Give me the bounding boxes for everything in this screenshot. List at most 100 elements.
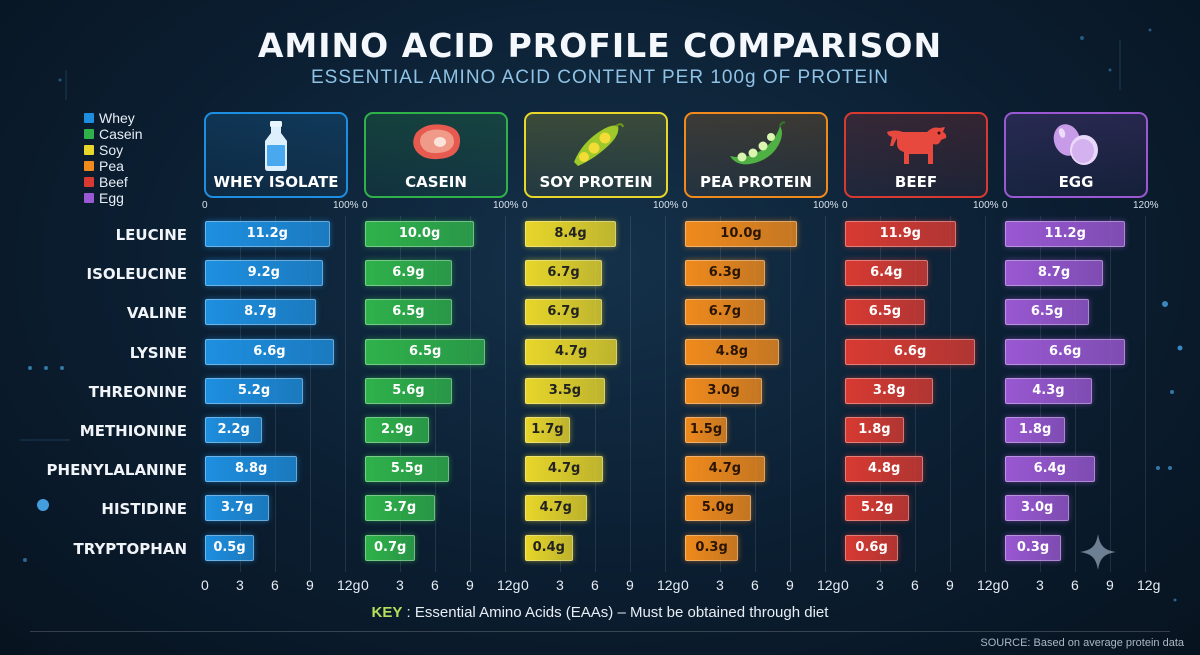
x-tick-label: 0 <box>681 577 689 593</box>
x-tick-label: 9 <box>466 577 474 593</box>
bar-pea-protein-threonine <box>685 377 762 404</box>
bar-value-label: 0.3g <box>695 539 728 555</box>
bar-whey-isolate-phenylalanine <box>205 456 298 483</box>
row-label-tryptophan: TRYPTOPHAN <box>73 539 187 558</box>
x-tick-label: 0 <box>201 577 209 593</box>
scale-min-label: 0 <box>682 200 688 211</box>
steak-icon <box>366 120 506 168</box>
x-tick-label: 0 <box>521 577 529 593</box>
bar-casein-methionine <box>365 417 430 443</box>
bar-pea-protein-isoleucine <box>685 260 765 287</box>
legend-swatch <box>84 177 94 187</box>
scale-max-label: 100% <box>333 200 359 211</box>
bar-beef-threonine <box>845 377 934 404</box>
x-tick-label: 0 <box>1001 577 1009 593</box>
key-label: KEY <box>371 604 403 621</box>
bar-value-label: 10.0g <box>398 226 441 241</box>
row-label-isoleucine: ISOLEUCINE <box>86 265 187 284</box>
legend-label: Pea <box>99 158 124 174</box>
bar-beef-leucine <box>845 221 956 247</box>
bar-value-label: 6.5g <box>409 343 442 359</box>
bar-value-label: 4.7g <box>548 461 581 477</box>
bar-beef-lysine <box>845 338 976 365</box>
key-note: KEY : Essential Amino Acids (EAAs) – Mus… <box>0 604 1200 621</box>
divider <box>30 631 1170 632</box>
bar-value-label: 4.8g <box>868 461 901 477</box>
bar-beef-valine <box>845 299 925 326</box>
bar-value-label: 3.0g <box>1021 500 1054 516</box>
soybean-icon <box>526 120 666 172</box>
bar-value-label: 6.7g <box>547 265 580 281</box>
legend-label: Whey <box>99 110 135 126</box>
bar-pea-protein-leucine <box>685 221 797 247</box>
x-tick-label: 3 <box>396 577 404 593</box>
bar-value-label: 0.5g <box>213 539 246 555</box>
bar-beef-tryptophan <box>845 534 899 561</box>
legend-swatch <box>84 193 94 203</box>
panel-title: EGG <box>1058 173 1094 191</box>
bar-value-label: 4.7g <box>708 461 742 477</box>
bar-pea-protein-phenylalanine <box>685 456 765 483</box>
gridline <box>1145 216 1146 572</box>
x-tick-label: 12g <box>817 577 841 593</box>
x-tick-label: 12g <box>1137 577 1161 593</box>
scale-min-label: 0 <box>522 200 528 211</box>
bar-beef-histidine <box>845 495 910 522</box>
eggs-icon <box>1006 120 1146 172</box>
x-tick-label: 12g <box>657 577 681 593</box>
bar-casein-isoleucine <box>365 260 452 287</box>
chart-subtitle: ESSENTIAL AMINO ACID CONTENT PER 100g OF… <box>310 67 889 88</box>
bar-value-label: 0.4g <box>532 539 565 555</box>
x-tick-label: 12g <box>977 577 1001 593</box>
milk-bottle-icon <box>206 120 346 176</box>
row-label-methionine: METHIONINE <box>79 422 187 440</box>
x-tick-label: 6 <box>431 577 439 593</box>
gridline <box>470 216 471 572</box>
scale-max-label: 100% <box>493 200 519 211</box>
bar-value-label: 6.7g <box>547 304 580 320</box>
x-tick-label: 9 <box>786 577 794 593</box>
bar-pea-protein-valine <box>685 299 765 326</box>
source-note: SOURCE: Based on average protein data <box>980 637 1184 649</box>
bar-casein-valine <box>365 299 452 326</box>
bar-value-label: 5.0g <box>701 500 735 516</box>
bar-whey-isolate-tryptophan <box>205 534 254 561</box>
x-tick-label: 9 <box>946 577 954 593</box>
scale-max-label: 120% <box>1133 200 1159 211</box>
bar-egg-phenylalanine <box>1005 456 1095 483</box>
bar-value-label: 6.7g <box>708 304 742 320</box>
row-label-threonine: THREONINE <box>88 382 187 401</box>
x-tick-label: 3 <box>236 577 244 593</box>
bar-whey-isolate-methionine <box>205 417 263 443</box>
gridline <box>345 216 346 572</box>
legend-item-egg: Egg <box>84 190 143 206</box>
legend-swatch <box>84 145 94 155</box>
bar-value-label: 8.7g <box>1037 265 1071 281</box>
bar-value-label: 1.8g <box>1018 422 1052 437</box>
x-tick-label: 9 <box>1106 577 1114 593</box>
bar-pea-protein-tryptophan <box>685 534 739 561</box>
x-tick-label: 9 <box>306 577 314 593</box>
gridline <box>950 216 951 572</box>
cow-icon <box>846 120 986 170</box>
legend-item-beef: Beef <box>84 174 143 190</box>
bar-value-label: 4.7g <box>555 343 588 359</box>
panel-title: CASEIN <box>405 173 467 191</box>
bar-value-label: 6.5g <box>1030 304 1064 320</box>
bar-value-label: 0.3g <box>1016 539 1050 555</box>
x-tick-label: 9 <box>626 577 634 593</box>
legend: Whey Casein Soy Pea Beef Egg <box>84 110 143 206</box>
bar-egg-tryptophan <box>1005 534 1061 561</box>
legend-swatch <box>84 161 94 171</box>
bar-whey-isolate-histidine <box>205 495 270 522</box>
bar-egg-histidine <box>1005 495 1070 522</box>
bar-value-label: 8.7g <box>244 304 277 320</box>
row-label-lysine: LYSINE <box>129 343 187 362</box>
bar-value-label: 6.4g <box>870 265 903 281</box>
bar-casein-threonine <box>365 377 452 404</box>
panel-egg: EGG <box>1004 112 1148 198</box>
bar-value-label: 6.5g <box>392 304 425 320</box>
bar-casein-lysine <box>365 338 486 365</box>
bar-soy-protein-threonine <box>525 377 605 404</box>
bar-value-label: 6.5g <box>868 304 902 320</box>
